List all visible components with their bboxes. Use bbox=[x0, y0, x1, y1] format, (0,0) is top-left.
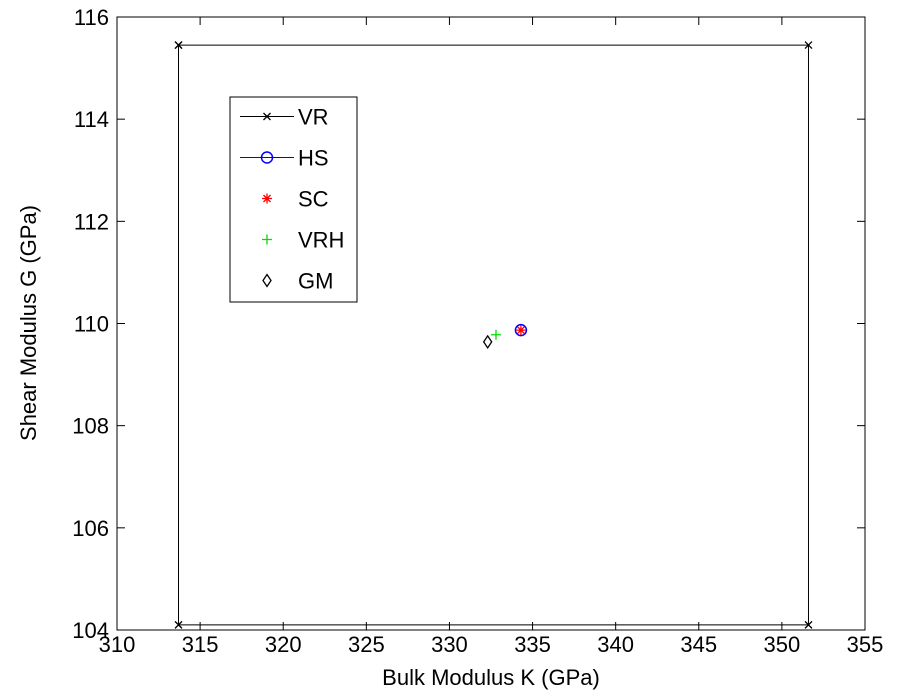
legend-label: GM bbox=[298, 269, 333, 294]
legend: VR HS SC VRH GM bbox=[229, 96, 358, 303]
legend-marker bbox=[262, 234, 272, 245]
x-tick-label: 340 bbox=[597, 632, 634, 657]
marker bbox=[515, 325, 526, 336]
x-tick-label: 330 bbox=[431, 632, 468, 657]
legend-label: VRH bbox=[298, 228, 344, 253]
marker bbox=[804, 620, 813, 629]
legend-marker bbox=[262, 193, 272, 204]
x-tick-label: 355 bbox=[847, 632, 884, 657]
legend-label: HS bbox=[298, 146, 329, 171]
legend-marker bbox=[263, 112, 271, 121]
y-tick-label: 116 bbox=[74, 5, 109, 30]
plot-area bbox=[116, 16, 866, 631]
marker bbox=[490, 329, 501, 340]
marker bbox=[514, 323, 528, 337]
legend-box bbox=[229, 96, 358, 303]
x-tick-label: 315 bbox=[182, 632, 219, 657]
legend-marker bbox=[262, 273, 272, 288]
y-axis-label: Shear Modulus G (GPa) bbox=[16, 205, 41, 441]
legend-marker bbox=[260, 151, 274, 164]
x-tick-label: 345 bbox=[680, 632, 717, 657]
x-axis-label: Bulk Modulus K (GPa) bbox=[382, 665, 600, 690]
marker bbox=[174, 620, 183, 629]
marker bbox=[482, 334, 493, 350]
y-tick-label: 108 bbox=[72, 414, 109, 439]
x-tick-label: 335 bbox=[514, 632, 551, 657]
marker bbox=[804, 41, 813, 50]
y-tick-label: 104 bbox=[72, 618, 109, 643]
y-tick-label: 110 bbox=[74, 312, 109, 337]
y-tick-label: 106 bbox=[72, 516, 109, 541]
legend-label: VR bbox=[298, 105, 329, 130]
y-tick-label: 114 bbox=[74, 107, 109, 132]
x-tick-label: 350 bbox=[764, 632, 801, 657]
marker bbox=[174, 41, 183, 50]
x-tick-label: 320 bbox=[265, 632, 302, 657]
x-tick-label: 310 bbox=[99, 632, 136, 657]
legend-label: SC bbox=[298, 187, 329, 212]
y-tick-label: 112 bbox=[74, 209, 109, 234]
x-tick-label: 325 bbox=[348, 632, 385, 657]
